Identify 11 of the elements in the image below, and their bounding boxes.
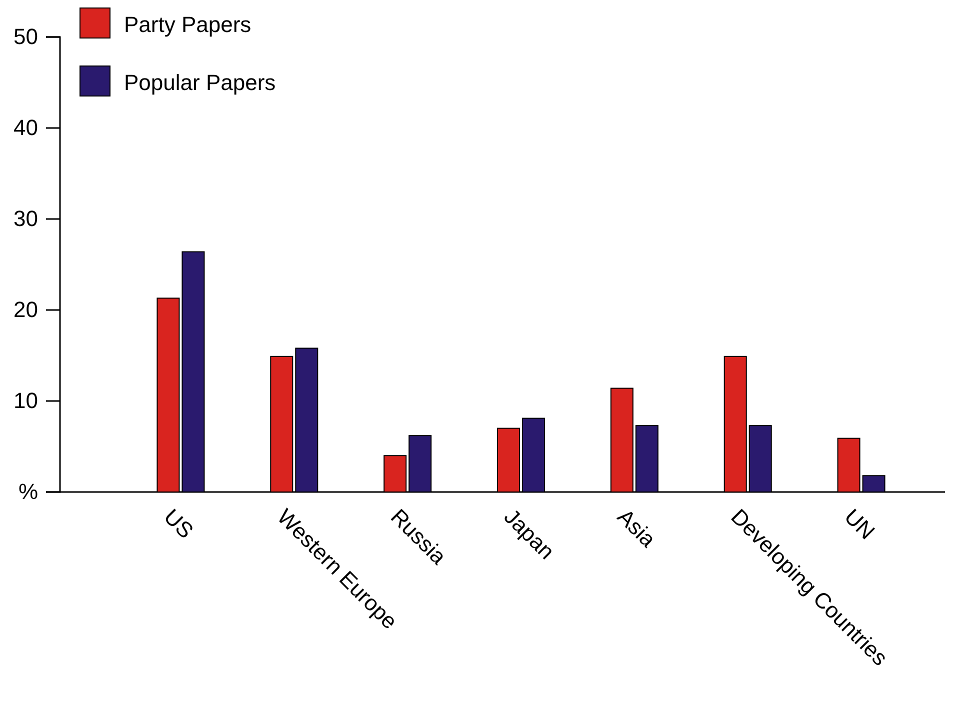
x-tick-label: US xyxy=(159,504,198,544)
x-tick-label: UN xyxy=(840,504,880,544)
y-tick-label: 50 xyxy=(14,24,38,50)
legend-label: Popular Papers xyxy=(124,70,276,95)
y-tick-label: % xyxy=(18,479,38,504)
y-tick-label: 20 xyxy=(14,297,38,322)
legend-label: Party Papers xyxy=(124,12,252,37)
x-tick-label: Asia xyxy=(612,504,662,552)
y-tick-label: 10 xyxy=(14,388,38,414)
y-tick-label: 40 xyxy=(14,115,38,140)
y-tick-label: 30 xyxy=(14,206,38,232)
